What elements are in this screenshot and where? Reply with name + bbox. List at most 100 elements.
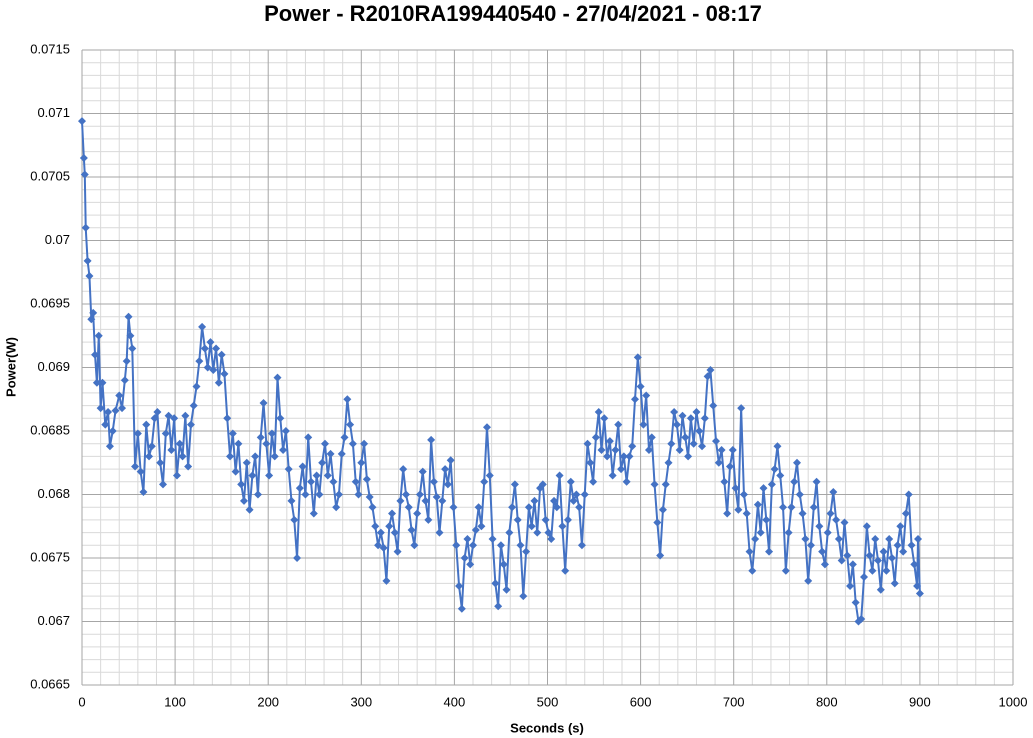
data-point xyxy=(443,480,452,489)
data-point xyxy=(203,363,212,372)
data-point xyxy=(748,566,757,575)
data-point xyxy=(594,407,603,416)
data-point xyxy=(846,581,855,590)
data-point xyxy=(885,534,894,543)
data-point xyxy=(896,522,905,531)
data-point xyxy=(876,585,885,594)
x-axis-title: Seconds (s) xyxy=(510,720,584,735)
data-point xyxy=(237,480,246,489)
data-point xyxy=(745,547,754,556)
data-point xyxy=(787,503,796,512)
data-point xyxy=(365,493,374,502)
data-point xyxy=(167,446,176,455)
data-point xyxy=(153,407,162,416)
data-point xyxy=(843,551,852,560)
x-tick-label: 200 xyxy=(257,694,279,709)
data-point xyxy=(555,471,564,480)
data-point xyxy=(390,528,399,537)
data-point xyxy=(742,509,751,518)
y-tick-label: 0.0665 xyxy=(30,676,70,691)
data-point xyxy=(513,515,522,524)
data-point xyxy=(913,581,922,590)
data-point xyxy=(720,477,729,486)
data-point xyxy=(362,475,371,484)
data-point xyxy=(709,401,718,410)
data-point xyxy=(231,467,240,476)
chart-title: Power - R2010RA199440540 - 27/04/2021 - … xyxy=(264,1,762,26)
data-point xyxy=(656,551,665,560)
data-point xyxy=(698,442,707,451)
data-point xyxy=(770,465,779,474)
data-point xyxy=(502,585,511,594)
x-tick-label: 900 xyxy=(909,694,931,709)
data-point xyxy=(156,458,165,467)
data-point xyxy=(603,452,612,461)
data-point xyxy=(133,429,142,438)
data-point xyxy=(765,547,774,556)
data-point xyxy=(245,505,254,514)
data-point xyxy=(474,503,483,512)
data-point xyxy=(625,452,634,461)
data-point xyxy=(466,560,475,569)
data-point xyxy=(270,452,279,461)
data-point xyxy=(544,528,553,537)
data-point xyxy=(446,456,455,465)
data-point xyxy=(647,433,656,442)
data-point xyxy=(346,420,355,429)
data-point xyxy=(184,462,193,471)
data-point xyxy=(118,404,127,413)
data-point xyxy=(354,490,363,499)
data-point xyxy=(186,420,195,429)
data-point xyxy=(914,534,923,543)
data-point xyxy=(251,452,260,461)
data-point xyxy=(739,490,748,499)
data-point xyxy=(767,480,776,489)
data-point xyxy=(309,509,318,518)
data-point xyxy=(267,429,276,438)
data-point xyxy=(829,487,838,496)
data-point xyxy=(340,433,349,442)
data-point xyxy=(189,401,198,410)
data-point xyxy=(410,541,419,550)
y-tick-label: 0.0705 xyxy=(30,168,70,183)
data-point xyxy=(670,407,679,416)
data-point xyxy=(477,522,486,531)
data-point xyxy=(449,503,458,512)
y-tick-label: 0.0695 xyxy=(30,295,70,310)
data-point xyxy=(256,433,265,442)
data-point xyxy=(552,503,561,512)
data-point xyxy=(818,547,827,556)
data-point xyxy=(558,522,567,531)
data-point xyxy=(89,308,98,317)
data-point xyxy=(700,414,709,423)
data-point xyxy=(776,471,785,480)
data-point xyxy=(890,579,899,588)
x-tick-label: 800 xyxy=(816,694,838,709)
data-point xyxy=(480,477,489,486)
data-point xyxy=(893,541,902,550)
data-point xyxy=(756,528,765,537)
data-point xyxy=(547,534,556,543)
y-axis-title: Power(W) xyxy=(3,337,18,397)
data-point xyxy=(524,503,533,512)
data-point xyxy=(837,556,846,565)
data-point xyxy=(111,406,120,415)
data-point xyxy=(653,518,662,527)
data-point xyxy=(421,496,430,505)
data-point xyxy=(605,437,614,446)
data-point xyxy=(351,477,360,486)
data-point xyxy=(427,435,436,444)
data-point xyxy=(108,427,117,435)
data-point xyxy=(178,452,187,461)
data-point xyxy=(78,117,86,126)
data-point xyxy=(91,350,100,359)
data-point xyxy=(793,458,802,467)
data-point xyxy=(633,353,642,362)
data-point xyxy=(94,331,103,340)
data-point xyxy=(508,503,517,512)
data-point xyxy=(284,465,293,474)
data-point xyxy=(217,350,226,359)
data-point xyxy=(161,429,170,438)
data-point xyxy=(482,423,491,432)
